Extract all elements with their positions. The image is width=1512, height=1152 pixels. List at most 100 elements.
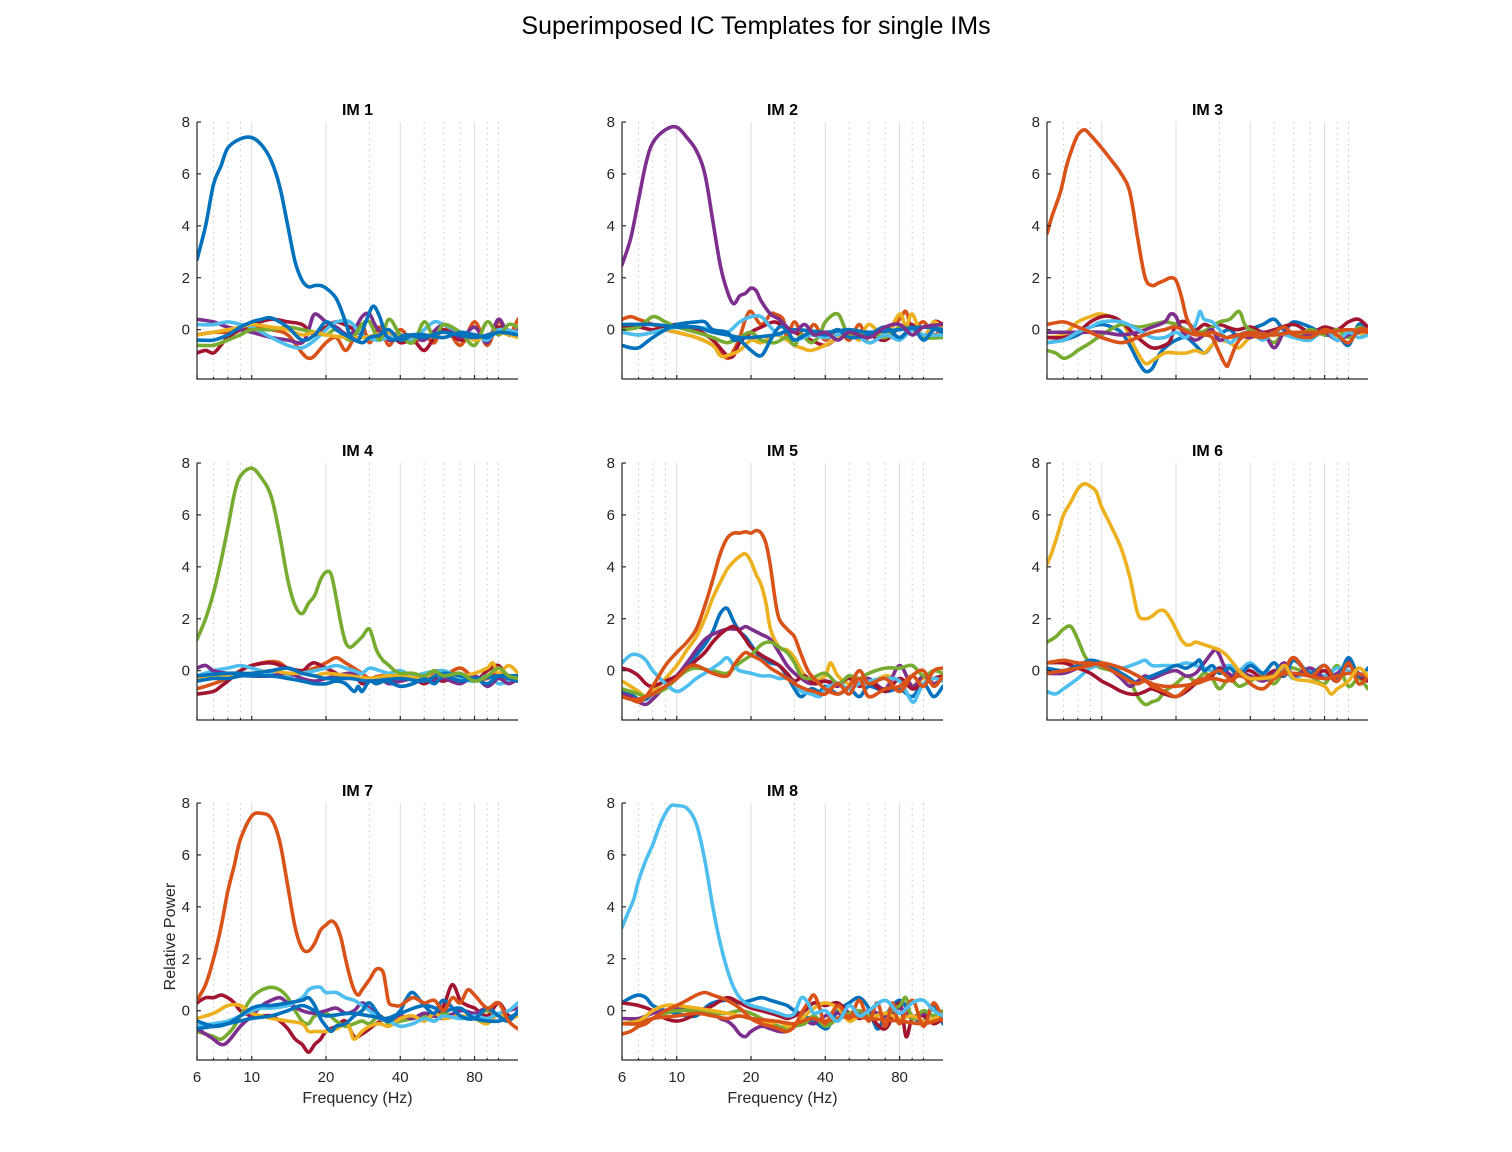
y-tick-label: 8 (182, 455, 190, 472)
series-group (1047, 481, 1368, 707)
series-line-green (197, 466, 518, 683)
y-tick-label: 8 (1032, 114, 1040, 131)
y-tick-label: 0 (182, 322, 190, 339)
y-axis-label: Relative Power (162, 882, 179, 990)
x-tick-label: 20 (743, 1069, 760, 1086)
subplot-title: IM 5 (767, 443, 798, 460)
series-line-cyan (622, 803, 943, 1023)
x-tick-label: 10 (243, 1069, 260, 1086)
x-tick-label: 20 (318, 1069, 335, 1086)
y-tick-label: 2 (182, 270, 190, 287)
y-tick-label: 6 (1032, 507, 1040, 524)
subplot-im-4: 0 2 4 6 8 IM 4 (182, 443, 518, 721)
x-axis-label: Frequency (Hz) (302, 1090, 412, 1107)
subplot-im-1: 0 2 4 6 8 IM 1 (182, 102, 518, 380)
x-tick-label: 10 (668, 1069, 685, 1086)
subplot-im-6: 0 2 4 6 8 IM 6 (1032, 443, 1368, 721)
x-tick-label: 40 (392, 1069, 409, 1086)
series-line-darkred (197, 317, 518, 355)
y-tick-label: 4 (182, 559, 190, 576)
series-line-blue (197, 673, 518, 694)
subplot-title: IM 6 (1192, 443, 1223, 460)
subplot-title: IM 7 (342, 783, 373, 800)
series-line-purple (622, 624, 943, 707)
series-line-blue (197, 135, 518, 343)
x-tick-label: 80 (466, 1069, 483, 1086)
y-tick-label: 6 (1032, 166, 1040, 183)
series-line-orange (622, 650, 943, 702)
y-tick-label: 0 (607, 1003, 615, 1020)
series-line-blue (622, 322, 943, 340)
subplot-im-7: 0 2 4 6 8 IM 7 6 10 20 40 80 Frequency (Hz) Relative… (162, 783, 518, 1107)
x-tick-label: 80 (891, 1069, 908, 1086)
subplot-im-5: 0 2 4 6 8 IM 5 (607, 443, 943, 721)
x-tick-label: 40 (817, 1069, 834, 1086)
subplot-im-8: 0 2 4 6 8 IM 8 6 10 20 40 80 Frequency (Hz) (607, 783, 943, 1107)
y-tick-label: 2 (607, 611, 615, 628)
subplot-title: IM 4 (342, 443, 373, 460)
x-axis-label: Frequency (Hz) (727, 1090, 837, 1107)
subplot-title: IM 3 (1192, 102, 1223, 119)
y-tick-label: 6 (607, 507, 615, 524)
series-line-blue (197, 990, 518, 1034)
series-line-purple (622, 124, 943, 342)
y-tick-label: 2 (607, 270, 615, 287)
series-group (1047, 128, 1368, 374)
y-tick-label: 8 (607, 455, 615, 472)
y-tick-label: 0 (1032, 663, 1040, 680)
y-tick-label: 8 (182, 114, 190, 131)
y-tick-label: 6 (182, 847, 190, 864)
y-tick-label: 4 (607, 559, 615, 576)
y-tick-label: 6 (182, 166, 190, 183)
y-tick-label: 4 (182, 899, 190, 916)
y-tick-label: 8 (607, 114, 615, 131)
y-tick-label: 4 (607, 899, 615, 916)
series-group (622, 803, 943, 1039)
y-tick-label: 8 (1032, 455, 1040, 472)
subplot-im-2: 0 2 4 6 8 IM 2 (607, 102, 943, 380)
series-line-blue (1047, 655, 1368, 686)
series-group (622, 528, 943, 707)
subplot-im-3: 0 2 4 6 8 IM 3 (1032, 102, 1368, 380)
y-tick-label: 0 (1032, 322, 1040, 339)
y-tick-label: 8 (182, 795, 190, 812)
y-tick-label: 0 (182, 1003, 190, 1020)
y-tick-label: 0 (182, 663, 190, 680)
y-tick-label: 4 (1032, 218, 1040, 235)
x-tick-label: 6 (618, 1069, 626, 1086)
y-tick-label: 2 (607, 951, 615, 968)
y-tick-label: 2 (182, 611, 190, 628)
series-line-yellow (1047, 481, 1368, 696)
y-tick-label: 8 (607, 795, 615, 812)
series-line-orange (622, 528, 943, 704)
series-line-green (197, 317, 518, 348)
series-group (197, 135, 518, 361)
y-tick-label: 6 (607, 166, 615, 183)
subplot-title: IM 2 (767, 102, 798, 119)
subplot-title: IM 8 (767, 783, 798, 800)
series-group (197, 466, 518, 696)
series-line-orange (622, 1011, 943, 1026)
y-tick-label: 4 (182, 218, 190, 235)
y-tick-label: 2 (1032, 270, 1040, 287)
series-line-orange (1047, 128, 1368, 369)
y-tick-label: 0 (607, 322, 615, 339)
y-tick-label: 6 (182, 507, 190, 524)
y-tick-label: 2 (1032, 611, 1040, 628)
series-line-darkred (1047, 314, 1368, 350)
series-line-blue (197, 666, 518, 684)
y-tick-label: 4 (1032, 559, 1040, 576)
y-tick-label: 6 (607, 847, 615, 864)
y-tick-label: 2 (182, 951, 190, 968)
series-line-cyan (197, 984, 518, 1029)
series-group (622, 124, 943, 361)
series-line-green (622, 640, 943, 699)
subplot-title: IM 1 (342, 102, 373, 119)
series-line-orange (197, 811, 518, 1031)
series-group (197, 811, 518, 1054)
series-line-yellow (622, 1001, 943, 1029)
y-tick-label: 0 (607, 663, 615, 680)
figure-title: Superimposed IC Templates for single IMs (521, 12, 990, 40)
y-tick-label: 4 (607, 218, 615, 235)
